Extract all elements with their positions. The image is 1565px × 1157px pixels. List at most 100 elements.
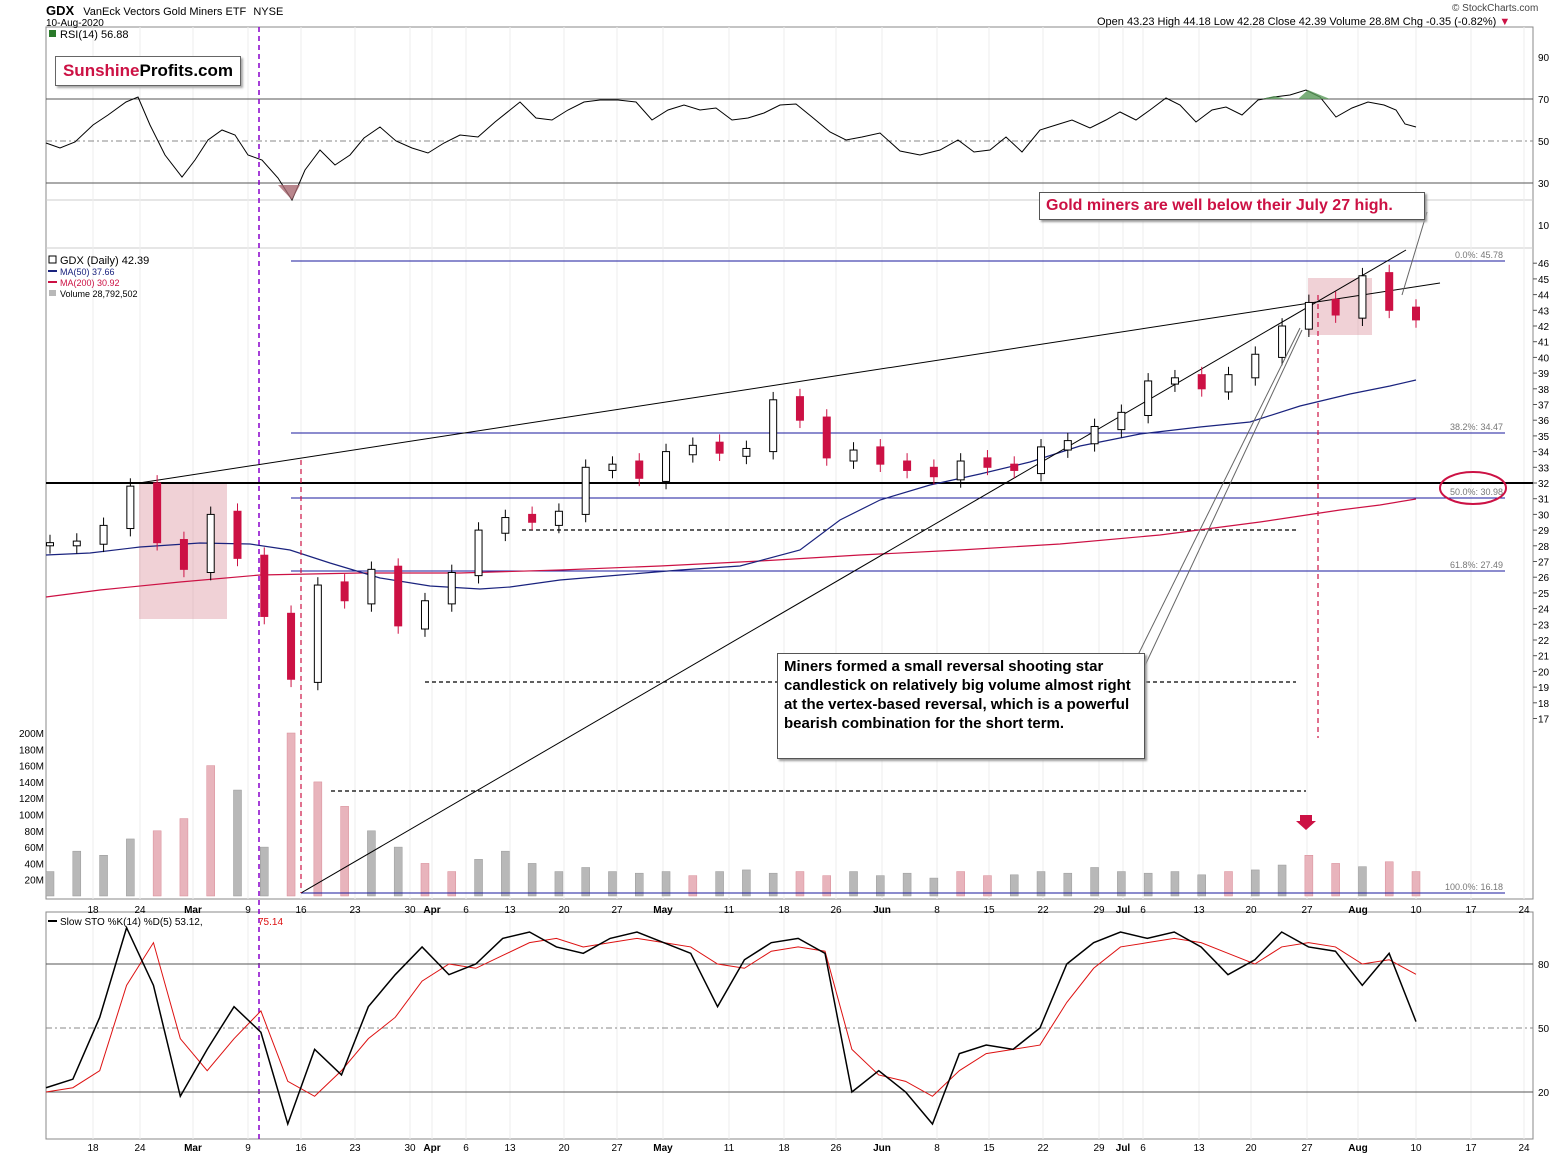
volume-bar (393, 846, 403, 897)
price-tick-label: 32 (1538, 479, 1550, 490)
security-name: VanEck Vectors Gold Miners ETF (83, 6, 247, 18)
candle-body (849, 449, 858, 462)
x-tick-label: 11 (724, 905, 735, 916)
price-tick-label: 38 (1538, 385, 1550, 396)
volume-spike-arrow-icon (1296, 815, 1316, 830)
rsi-tick-label: 70 (1538, 95, 1550, 106)
volume-bar (1331, 863, 1340, 897)
candle-body (1037, 446, 1046, 475)
sunshine-profits-logo: SunshineProfits.com (55, 56, 241, 86)
x-tick-label: 29 (1093, 1143, 1105, 1154)
x-tick-label: 20 (558, 1143, 570, 1154)
volume-bar (420, 863, 430, 897)
x-tick-label: 20 (1245, 1143, 1257, 1154)
volume-bar (1197, 874, 1206, 897)
x-tick-label: Mar (184, 905, 202, 916)
candle-body (1144, 380, 1153, 416)
rsi-tick-label: 90 (1538, 53, 1550, 64)
x-tick-label: 11 (724, 1143, 735, 1154)
candle-body (126, 485, 135, 530)
candle-body (635, 460, 644, 479)
volume-bar (1090, 867, 1099, 897)
price-tick-label: 27 (1538, 558, 1550, 569)
price-tick-label: 46 (1538, 259, 1550, 270)
volume-bar (929, 877, 939, 897)
candle-body (1251, 353, 1260, 379)
volume-bar (1036, 871, 1046, 897)
x-tick-label: 9 (245, 1143, 251, 1154)
x-tick-label: 20 (558, 905, 570, 916)
price-tick-label: 43 (1538, 306, 1550, 317)
rsi-oversold-fill (278, 185, 300, 200)
x-tick-label: 8 (934, 905, 940, 916)
candle-body (929, 466, 938, 478)
candle-body (367, 568, 376, 605)
rsi-line (45, 89, 1417, 202)
volume-bar (474, 859, 483, 897)
x-tick-label: 26 (830, 1143, 842, 1154)
price-tick-label: 40 (1538, 353, 1550, 364)
candle-body (795, 396, 804, 421)
sto-legend: Slow STO %K(14) %D(5) 53.12, (60, 917, 203, 928)
candle-body (153, 482, 162, 544)
price-tick-label: 23 (1538, 620, 1550, 631)
volume-bar (1009, 874, 1019, 897)
top-annotation-text: Gold miners are well below their July 27… (1046, 197, 1393, 214)
price-legend-swatch (48, 255, 57, 264)
x-tick-label: 8 (934, 1143, 940, 1154)
volume-bar (554, 871, 564, 897)
candle-body (822, 416, 831, 459)
fibonacci-label: 0.0%: 45.78 (1455, 250, 1503, 260)
x-tick-label: 27 (611, 905, 623, 916)
volume-bar (795, 871, 805, 897)
volume-bar (983, 875, 992, 897)
x-tick-label: Jul (1116, 1143, 1131, 1154)
candle-body (72, 540, 81, 547)
candle-body (179, 539, 188, 570)
candle-body (581, 466, 590, 515)
candle-body (1224, 374, 1233, 393)
rsi-overbought-fill (1298, 90, 1330, 99)
candle-body (554, 510, 563, 526)
candle-body (447, 571, 456, 605)
volume-tick-label: 180M (19, 745, 44, 756)
volume-tick-label: 80M (25, 827, 44, 838)
price-tick-label: 45 (1538, 275, 1550, 286)
volume-tick-label: 20M (25, 876, 44, 887)
rsi-tick-label: 30 (1538, 179, 1550, 190)
volume-bar (286, 732, 296, 897)
x-tick-label: 13 (504, 905, 516, 916)
x-tick-label: Jun (873, 1143, 891, 1154)
volume-bar (260, 846, 269, 897)
candle-body (742, 447, 751, 457)
volume-bar (313, 781, 323, 897)
volume-tick-label: 120M (19, 794, 44, 805)
sto-legend-d-value: 75.14 (258, 917, 283, 928)
x-tick-label: 20 (1245, 905, 1257, 916)
fibonacci-label: 100.0%: 16.18 (1445, 882, 1503, 892)
volume-tick-label: 60M (25, 843, 44, 854)
candle-body (206, 513, 215, 573)
volume-bar (902, 872, 912, 897)
volume-bar (1358, 866, 1367, 897)
candle-body (983, 457, 992, 468)
sto-k-line (45, 925, 1417, 1127)
candle-body (1117, 411, 1126, 431)
x-tick-label: 18 (778, 905, 790, 916)
candle-body (1331, 298, 1340, 316)
volume-bar (822, 875, 831, 897)
volume-tick-label: 100M (19, 811, 44, 822)
x-tick-label: 9 (245, 905, 251, 916)
price-tick-label: 37 (1538, 401, 1550, 412)
x-tick-label: 22 (1037, 905, 1049, 916)
volume-bar (152, 830, 162, 897)
price-tick-label: 22 (1538, 636, 1550, 647)
volume-bar (742, 869, 751, 897)
volume-bar (1117, 871, 1126, 897)
x-tick-label: 13 (504, 1143, 516, 1154)
volume-bar (849, 871, 858, 897)
volume-bar (99, 855, 108, 897)
logo-part-2: Profits.com (139, 61, 234, 80)
x-tick-label: 17 (1465, 905, 1477, 916)
price-tick-label: 36 (1538, 416, 1550, 427)
